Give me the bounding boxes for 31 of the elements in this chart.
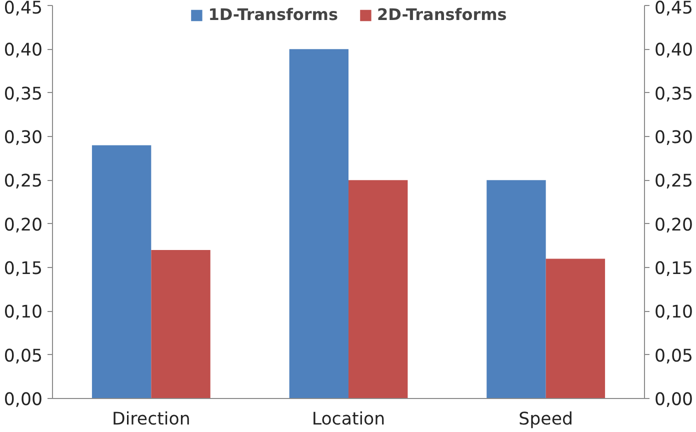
x-tick-label: Direction: [112, 410, 190, 430]
y2-tick-label: 0,05: [654, 346, 694, 366]
y2-tick-label: 0,10: [654, 302, 694, 323]
legend-label: 1D-Transforms: [208, 5, 338, 24]
y2-tick-label: 0,35: [654, 84, 694, 104]
y-tick-label: 0,20: [4, 215, 43, 236]
bar: [92, 145, 152, 398]
bar: [151, 250, 210, 398]
x-tick-label: Location: [312, 410, 386, 430]
x-tick-label: Speed: [518, 410, 573, 430]
bar: [289, 49, 348, 398]
y-tick-label: 0,45: [4, 0, 43, 18]
y2-tick-label: 0,25: [654, 172, 694, 192]
bar: [348, 180, 408, 398]
bar: [486, 180, 546, 398]
y-tick-label: 0,00: [4, 390, 43, 410]
y-tick-label: 0,15: [4, 259, 43, 279]
y-tick-label: 0,40: [4, 40, 43, 61]
y-tick-label: 0,10: [4, 302, 43, 323]
y-tick-label: 0,35: [4, 84, 43, 104]
y2-tick-label: 0,40: [654, 40, 694, 61]
bar: [546, 258, 606, 398]
y-tick-label: 0,30: [4, 128, 43, 148]
y2-tick-label: 0,20: [654, 215, 694, 236]
y2-tick-label: 0,45: [654, 0, 694, 18]
y2-tick-label: 0,00: [654, 390, 694, 410]
y-tick-label: 0,05: [4, 346, 43, 366]
y-tick-label: 0,25: [4, 172, 43, 192]
y2-tick-label: 0,15: [654, 259, 694, 279]
y2-tick-label: 0,30: [654, 128, 694, 148]
legend-label: 2D-Transforms: [377, 5, 507, 24]
